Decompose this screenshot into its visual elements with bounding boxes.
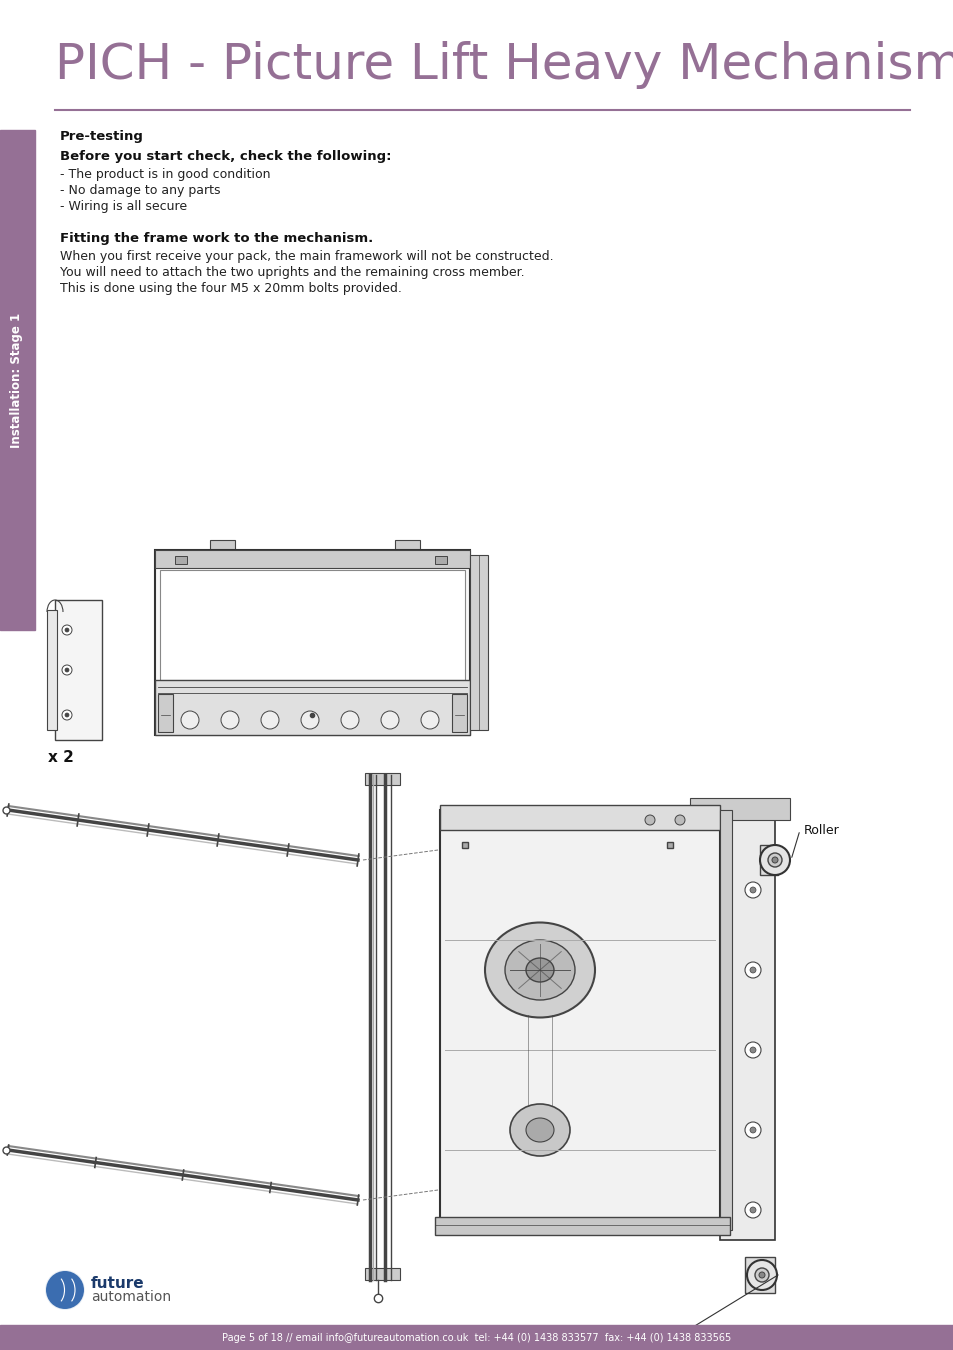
Circle shape bbox=[759, 1272, 764, 1278]
Bar bbox=[470, 555, 488, 730]
Bar bbox=[395, 540, 419, 553]
Circle shape bbox=[181, 711, 199, 729]
Text: - No damage to any parts: - No damage to any parts bbox=[60, 184, 220, 197]
Circle shape bbox=[749, 887, 755, 892]
Circle shape bbox=[744, 1202, 760, 1218]
Bar bbox=[452, 694, 467, 732]
Bar bbox=[365, 1268, 399, 1280]
Text: You will need to attach the two uprights and the remaining cross member.: You will need to attach the two uprights… bbox=[60, 266, 524, 279]
Text: PICH - Picture Lift Heavy Mechanism: PICH - Picture Lift Heavy Mechanism bbox=[55, 40, 953, 89]
Text: This is done using the four M5 x 20mm bolts provided.: This is done using the four M5 x 20mm bo… bbox=[60, 282, 401, 296]
Circle shape bbox=[65, 713, 69, 717]
Bar bbox=[158, 694, 172, 732]
Ellipse shape bbox=[504, 940, 575, 1000]
Circle shape bbox=[760, 845, 789, 875]
Text: automation: automation bbox=[91, 1291, 171, 1304]
Circle shape bbox=[744, 1042, 760, 1058]
Text: Roller: Roller bbox=[803, 824, 839, 837]
Ellipse shape bbox=[484, 922, 595, 1018]
Circle shape bbox=[62, 710, 71, 720]
Bar bbox=[154, 549, 470, 734]
Bar bbox=[760, 845, 778, 875]
Bar bbox=[0, 130, 35, 630]
Text: - The product is in good condition: - The product is in good condition bbox=[60, 167, 271, 181]
Bar bbox=[439, 810, 720, 1230]
Text: x 2: x 2 bbox=[48, 751, 73, 765]
Bar bbox=[160, 570, 464, 680]
Bar bbox=[720, 810, 731, 1230]
Circle shape bbox=[767, 853, 781, 867]
Circle shape bbox=[261, 711, 278, 729]
Circle shape bbox=[45, 1270, 85, 1310]
Bar bbox=[174, 556, 187, 564]
Bar bbox=[55, 599, 102, 740]
Circle shape bbox=[46, 1270, 84, 1310]
Circle shape bbox=[744, 1122, 760, 1138]
Circle shape bbox=[340, 711, 358, 729]
Bar bbox=[720, 801, 774, 1241]
Circle shape bbox=[65, 628, 69, 632]
Circle shape bbox=[62, 625, 71, 634]
Circle shape bbox=[301, 711, 318, 729]
Text: When you first receive your pack, the main framework will not be constructed.: When you first receive your pack, the ma… bbox=[60, 250, 553, 263]
Circle shape bbox=[420, 711, 438, 729]
Circle shape bbox=[749, 1127, 755, 1133]
Text: future: future bbox=[91, 1277, 145, 1292]
Text: Roller: Roller bbox=[683, 1331, 719, 1343]
Bar bbox=[210, 540, 234, 553]
Circle shape bbox=[749, 967, 755, 973]
Bar bbox=[154, 680, 470, 734]
Circle shape bbox=[771, 857, 778, 863]
Bar bbox=[0, 1324, 953, 1350]
Ellipse shape bbox=[525, 1118, 554, 1142]
Circle shape bbox=[744, 963, 760, 977]
Text: Page 5 of 18 // email info@futureautomation.co.uk  tel: +44 (0) 1438 833577  fax: Page 5 of 18 // email info@futureautomat… bbox=[222, 1332, 731, 1343]
Circle shape bbox=[221, 711, 239, 729]
Bar bbox=[439, 805, 720, 830]
Circle shape bbox=[644, 815, 655, 825]
Bar bbox=[689, 798, 789, 819]
Bar bbox=[47, 610, 57, 730]
Ellipse shape bbox=[510, 1104, 569, 1156]
Circle shape bbox=[62, 666, 71, 675]
Bar bbox=[365, 774, 399, 784]
Circle shape bbox=[754, 1268, 768, 1282]
Ellipse shape bbox=[525, 958, 554, 981]
Circle shape bbox=[744, 882, 760, 898]
Circle shape bbox=[675, 815, 684, 825]
Text: Installation: Stage 1: Installation: Stage 1 bbox=[10, 312, 24, 448]
Bar bbox=[435, 1216, 729, 1235]
Bar bbox=[744, 1257, 774, 1293]
Text: Fitting the frame work to the mechanism.: Fitting the frame work to the mechanism. bbox=[60, 232, 373, 244]
Text: Pre-testing: Pre-testing bbox=[60, 130, 144, 143]
Circle shape bbox=[746, 1260, 776, 1291]
Bar bbox=[154, 549, 470, 568]
Text: Before you start check, check the following:: Before you start check, check the follow… bbox=[60, 150, 391, 163]
Circle shape bbox=[380, 711, 398, 729]
Text: - Wiring is all secure: - Wiring is all secure bbox=[60, 200, 187, 213]
Circle shape bbox=[65, 668, 69, 672]
Circle shape bbox=[749, 1207, 755, 1214]
Bar bbox=[435, 556, 447, 564]
Circle shape bbox=[749, 1048, 755, 1053]
